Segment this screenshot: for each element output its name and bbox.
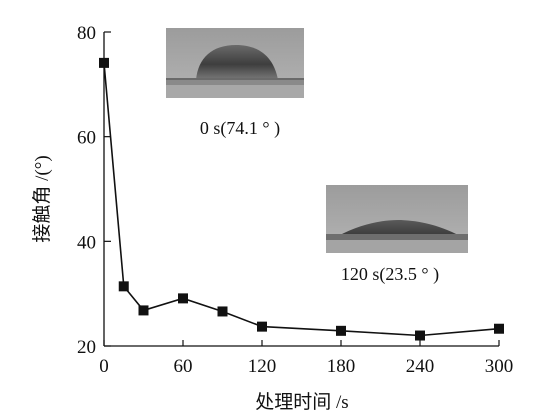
y-tick-label: 80 <box>77 23 96 44</box>
inset-droplet-0s: 0 s(74.1 ° ) <box>166 28 304 139</box>
y-axis-label: 接触角 /(°) <box>31 155 53 242</box>
data-point-marker <box>415 330 425 341</box>
x-axis-ticks: 0 60 120 180 240 300 <box>99 340 513 377</box>
droplet-photo-120s <box>326 185 468 253</box>
data-point-marker <box>138 305 149 316</box>
data-point-marker <box>178 293 188 304</box>
x-tick-label: 60 <box>174 356 193 377</box>
y-axis-ticks: 20 40 60 80 <box>77 23 111 358</box>
inset-droplet-120s: 120 s(23.5 ° ) <box>326 185 468 285</box>
y-tick-label: 40 <box>77 232 96 253</box>
data-point-marker <box>257 321 267 332</box>
inset-caption-120s: 120 s(23.5 ° ) <box>341 264 439 285</box>
data-point-marker <box>336 325 346 336</box>
data-point-marker <box>494 323 504 334</box>
x-tick-label: 120 <box>248 356 277 377</box>
axes <box>103 32 499 347</box>
data-series <box>99 57 504 341</box>
x-axis-label: 处理时间 /s <box>255 391 348 413</box>
y-tick-label: 20 <box>77 337 96 358</box>
y-tick-label: 60 <box>77 128 96 149</box>
x-tick-label: 180 <box>327 356 356 377</box>
data-point-marker <box>118 281 129 292</box>
data-point-marker <box>217 306 228 317</box>
droplet-photo-0s <box>166 28 304 98</box>
x-tick-label: 240 <box>406 356 435 377</box>
data-point-marker <box>99 57 109 68</box>
inset-caption-0s: 0 s(74.1 ° ) <box>200 118 280 139</box>
x-tick-label: 300 <box>485 356 514 377</box>
x-tick-label: 0 <box>99 356 109 377</box>
